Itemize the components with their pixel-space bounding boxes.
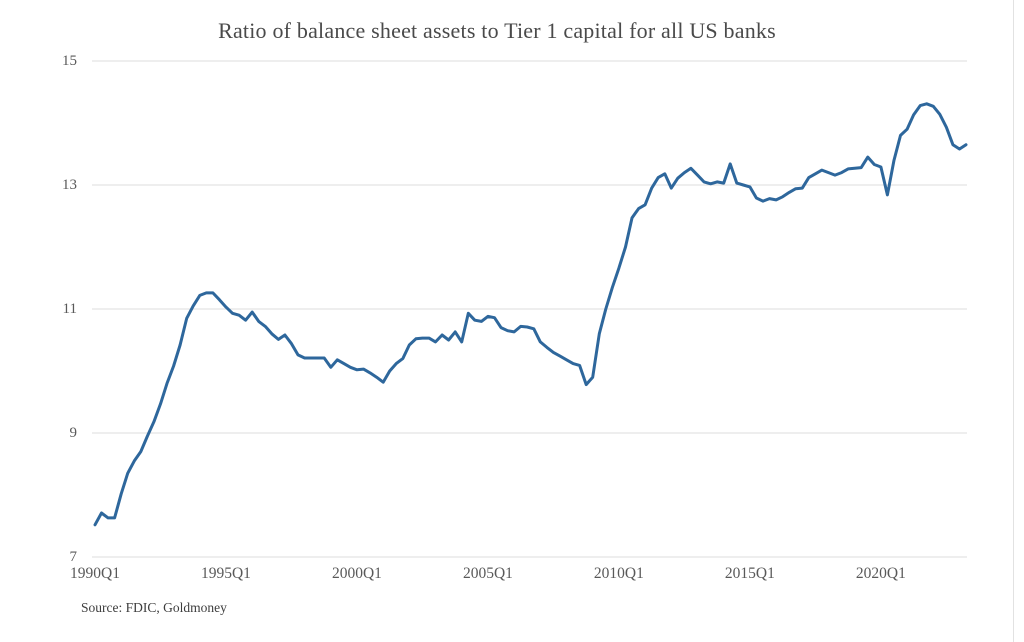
window-edge-line — [1013, 0, 1014, 642]
x-tick-label: 2010Q1 — [593, 565, 644, 582]
x-tick-label: 1990Q1 — [70, 565, 120, 582]
x-tick-label: 2005Q1 — [462, 565, 513, 582]
x-tick-label: 2020Q1 — [855, 565, 906, 582]
ratio-line-series — [93, 102, 968, 527]
y-tick-label: 9 — [69, 425, 78, 441]
x-tick-label: 2000Q1 — [331, 565, 382, 582]
y-tick-label: 13 — [62, 177, 77, 193]
y-tick-label: 11 — [62, 301, 77, 317]
x-tick-label: 2015Q1 — [724, 565, 775, 582]
gridlines — [92, 60, 967, 558]
chart-title: Ratio of balance sheet assets to Tier 1 … — [218, 18, 776, 43]
y-tick-label: 7 — [69, 549, 78, 565]
y-tick-label: 15 — [62, 53, 77, 69]
source-note: Source: FDIC, Goldmoney — [81, 600, 227, 615]
x-tick-label: 1995Q1 — [200, 565, 251, 582]
